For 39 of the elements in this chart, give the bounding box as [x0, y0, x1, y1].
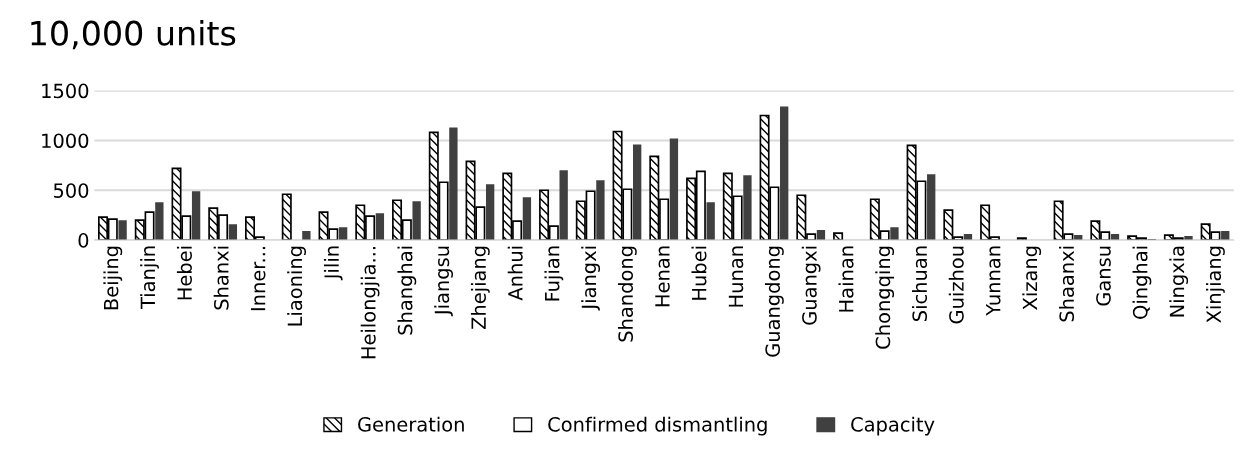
x-tick-label: Guangdong	[764, 246, 784, 357]
y-tick-label: 1500	[42, 83, 89, 99]
x-tick-label: Jilin	[323, 246, 343, 281]
x-tick-label: Liaoning	[287, 246, 306, 326]
y-tick-label: 0	[78, 233, 89, 248]
x-tick-label: Shanxi	[213, 246, 229, 310]
x-tick-label: Heilongjia...	[360, 247, 380, 359]
x-tick-label: Tianjin	[140, 246, 159, 310]
x-tick-label: Henan	[655, 246, 670, 307]
x-tick-label: Anhui	[507, 246, 523, 301]
x-tick-label: Shaanxi	[1059, 246, 1075, 322]
x-tick-label: Hebei	[176, 246, 192, 300]
x-tick-label: Hunan	[728, 246, 744, 307]
x-tick-label: Fujian	[544, 246, 564, 301]
x-tick-label: Ningxia	[1169, 246, 1189, 317]
x-tick-label: Sichuan	[912, 246, 928, 321]
x-tick-label: Gansu	[1096, 246, 1111, 306]
legend-label: Confirmed dismantling	[548, 416, 767, 436]
x-tick-label: Inner...	[251, 247, 266, 311]
x-tick-label: Zhejiang	[470, 246, 490, 330]
x-tick-label: Guizhou	[948, 246, 964, 324]
x-tick-label: Yunnan	[986, 246, 1001, 316]
x-tick-label: Jiangxi	[581, 246, 601, 311]
x-tick-label: Xizang	[1022, 246, 1042, 310]
y-tick-label: 500	[53, 183, 89, 198]
y-tick-label: 1000	[42, 133, 89, 149]
x-tick-label: Jiangsu	[434, 246, 453, 317]
x-tick-label: Chongqing	[875, 246, 895, 349]
legend-label: Capacity	[851, 416, 935, 436]
x-tick-label: Beijing	[103, 246, 123, 310]
x-tick-label: Qinghai	[1132, 246, 1152, 319]
x-tick-label: Guangxi	[801, 246, 821, 325]
x-tick-label: Hainan	[838, 246, 854, 312]
x-tick-label: Shanghai	[397, 246, 417, 335]
legend-label: Generation	[358, 416, 464, 432]
x-tick-label: Xinjiang	[1206, 246, 1225, 323]
x-tick-label: Shandong	[617, 246, 637, 342]
x-tick-label: Hubei	[691, 246, 707, 300]
chart-title: 10,000 units	[31, 19, 236, 50]
